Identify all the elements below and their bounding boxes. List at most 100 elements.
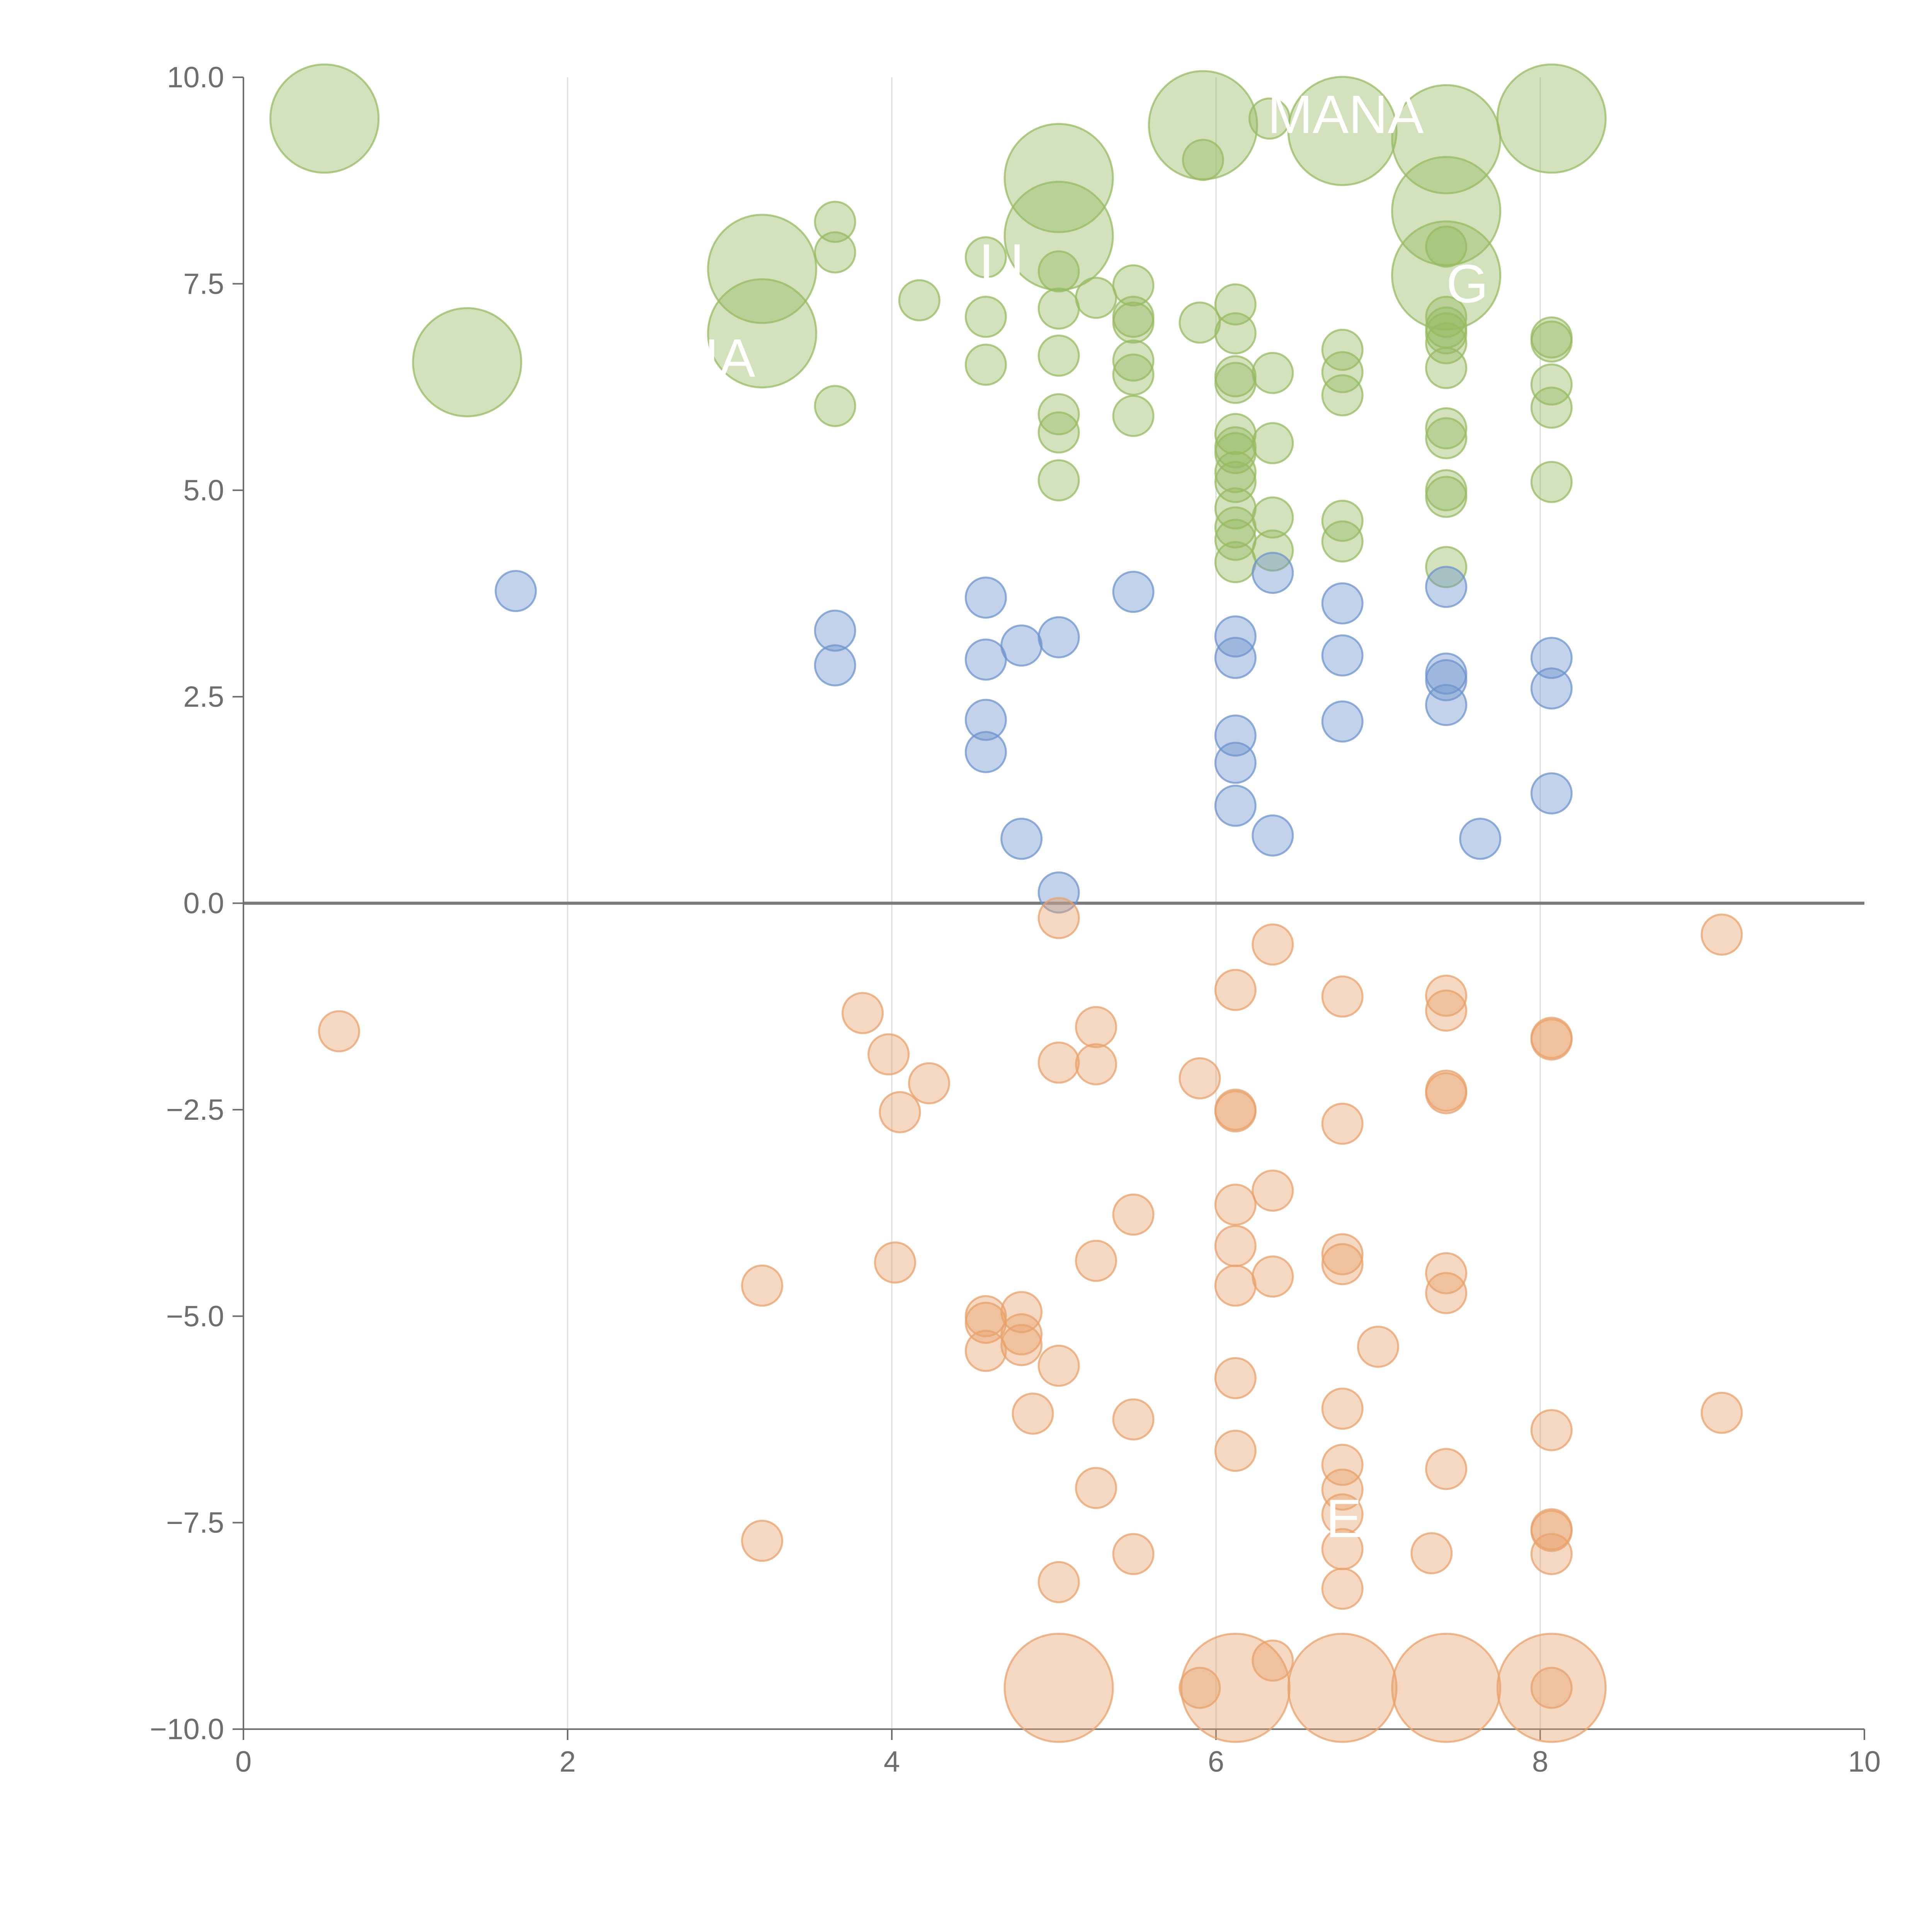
data-point-low — [1112, 1398, 1155, 1440]
data-point-low — [1425, 1448, 1468, 1490]
data-point-middle — [495, 570, 537, 612]
data-point-low — [1391, 1633, 1502, 1743]
y-tick-label: 0.0 — [183, 887, 224, 920]
data-point-high — [1003, 180, 1114, 291]
y-tick-label: 10.0 — [167, 61, 224, 94]
data-point-high — [964, 344, 1007, 386]
data-point-high — [1425, 476, 1468, 518]
data-point-high — [1214, 362, 1257, 404]
data-point-high — [1037, 393, 1080, 435]
data-point-high — [964, 236, 1007, 279]
y-tick-label: 2.5 — [183, 680, 224, 713]
point-label: LI — [980, 233, 1025, 293]
data-point-high — [1321, 520, 1364, 563]
data-point-middle — [1252, 814, 1294, 857]
y-tick-label: 7.5 — [183, 267, 224, 300]
data-point-middle — [1530, 667, 1573, 710]
data-point-high — [814, 231, 856, 274]
data-point-middle — [1425, 566, 1468, 608]
data-point-middle — [964, 699, 1007, 741]
data-point-low — [867, 1033, 910, 1076]
data-point-high — [1252, 352, 1294, 394]
data-point-low — [1287, 1633, 1398, 1743]
data-point-low — [741, 1520, 783, 1562]
data-point-low — [1214, 1264, 1257, 1307]
data-point-low — [1214, 969, 1257, 1011]
data-point-high — [1112, 339, 1155, 382]
data-point-middle — [1321, 634, 1364, 677]
data-point-high — [814, 385, 856, 427]
data-point-low — [1075, 1240, 1117, 1282]
data-point-middle — [964, 731, 1007, 773]
data-point-high — [1037, 459, 1080, 502]
data-point-high — [1075, 277, 1117, 319]
data-point-middle — [1112, 571, 1155, 613]
data-point-high — [1425, 407, 1468, 449]
x-tick-label: 8 — [1532, 1745, 1548, 1778]
data-point-middle — [1037, 616, 1080, 658]
data-point-low — [1321, 1243, 1364, 1286]
point-label: G — [1446, 253, 1488, 314]
data-point-high — [412, 307, 522, 417]
point-label: MANA — [1267, 84, 1424, 145]
data-point-low — [1425, 989, 1468, 1032]
data-point-low — [1321, 1493, 1364, 1536]
data-point-low — [1321, 1444, 1364, 1486]
data-point-low — [1075, 1006, 1117, 1048]
data-point-low — [1214, 1184, 1257, 1226]
data-point-high — [1112, 395, 1155, 437]
data-point-high — [1037, 287, 1080, 330]
data-point-low — [1252, 1255, 1294, 1298]
data-point-middle — [814, 644, 856, 687]
data-point-low — [1214, 1357, 1257, 1400]
data-point-low — [1530, 1510, 1573, 1552]
data-point-low — [1112, 1193, 1155, 1236]
data-point-low — [318, 1010, 361, 1053]
data-point-low — [1321, 1388, 1364, 1430]
data-point-high — [707, 214, 817, 324]
x-tick-label: 2 — [560, 1745, 576, 1778]
data-point-high — [1037, 250, 1080, 293]
point-label: IA — [704, 328, 755, 388]
data-point-low — [1003, 1633, 1114, 1743]
data-point-middle — [1214, 615, 1257, 658]
data-point-low — [1037, 897, 1080, 939]
data-point-low — [741, 1264, 783, 1307]
data-point-low — [1701, 913, 1743, 956]
data-point-low — [1425, 1272, 1468, 1314]
data-point-middle — [964, 577, 1007, 619]
data-point-low — [1179, 1057, 1221, 1100]
data-point-low — [1214, 1225, 1257, 1267]
data-point-middle — [1252, 552, 1294, 594]
data-point-low — [1530, 1533, 1573, 1575]
axes: 10.0 7.5 5.0 2.5 0.0 −2.5 −5.0 −7.5 −10.0 0 2 4 6 8 10 — [150, 61, 1881, 1778]
data-point-low — [1321, 1568, 1364, 1610]
data-point-high — [898, 279, 940, 321]
data-point-high — [1214, 541, 1257, 583]
data-point-high — [707, 278, 817, 389]
y-tick-label: −2.5 — [166, 1094, 224, 1126]
data-point-low — [1214, 1430, 1257, 1472]
data-point-high — [1214, 451, 1257, 493]
data-point-middle — [1530, 772, 1573, 815]
data-point-middle — [1214, 637, 1257, 679]
data-point-low — [1530, 1018, 1573, 1061]
data-point-low — [1321, 1468, 1364, 1511]
data-point-middle — [1214, 784, 1257, 827]
data-point-high — [1425, 417, 1468, 459]
data-point-middle — [1425, 684, 1468, 726]
data-point-low — [874, 1241, 916, 1284]
data-point-high — [964, 296, 1007, 338]
data-point-middle — [1459, 818, 1502, 860]
data-point-low — [1179, 1667, 1221, 1709]
data-point-middle — [1321, 700, 1364, 743]
data-point-low — [1037, 1041, 1080, 1084]
data-point-low — [1037, 1561, 1080, 1604]
data-point-low — [1425, 975, 1468, 1017]
data-point-low — [1496, 1633, 1607, 1743]
data-point-high — [1248, 97, 1291, 140]
data-point-high — [814, 201, 856, 243]
data-point-high — [1391, 84, 1502, 194]
data-point-high — [1425, 312, 1468, 355]
data-point-low — [1012, 1392, 1054, 1435]
